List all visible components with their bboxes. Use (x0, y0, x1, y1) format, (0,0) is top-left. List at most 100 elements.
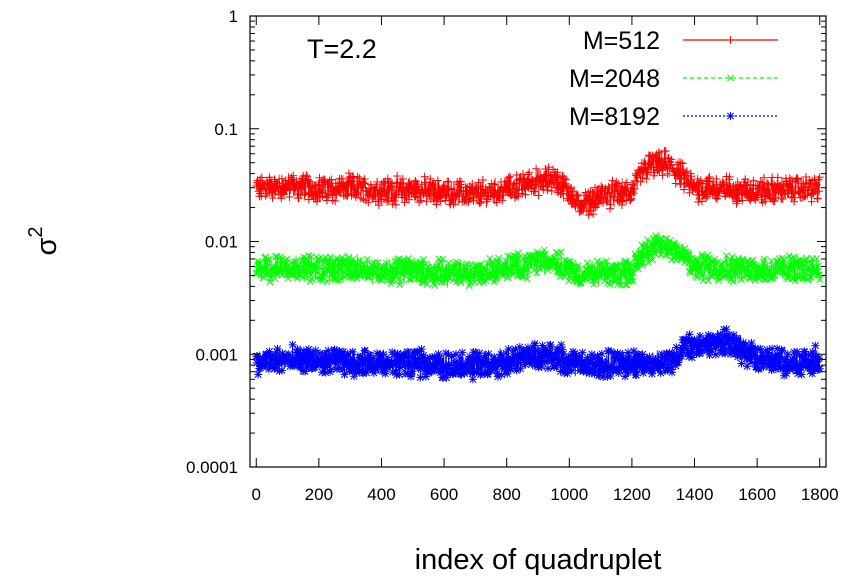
data-point (791, 254, 799, 262)
data-point (325, 176, 334, 185)
data-point (681, 171, 690, 180)
data-point (365, 273, 373, 281)
data-point (635, 249, 643, 257)
data-point (656, 154, 665, 163)
data-point (416, 196, 425, 205)
data-point (711, 255, 719, 263)
data-point (543, 186, 552, 195)
data-point (360, 175, 369, 184)
legend-label: M=8192 (569, 103, 660, 131)
data-point (642, 168, 651, 177)
data-point (544, 364, 553, 373)
data-point (594, 199, 603, 208)
data-point (700, 269, 708, 278)
legend-marker (726, 36, 735, 44)
data-point (391, 192, 400, 201)
data-point (489, 265, 497, 273)
data-point (752, 261, 761, 269)
data-point (725, 172, 734, 181)
data-point (586, 187, 595, 196)
data-point (626, 195, 635, 204)
data-point (674, 158, 683, 167)
data-point (556, 190, 565, 199)
data-point (745, 195, 754, 204)
data-point (534, 191, 543, 200)
data-point (649, 256, 657, 264)
data-point (364, 198, 373, 207)
series-M=512 (252, 146, 824, 220)
data-point (673, 168, 682, 177)
data-point (378, 187, 387, 196)
data-point (399, 256, 407, 265)
data-point (594, 192, 603, 201)
data-point (261, 191, 270, 200)
data-point (283, 255, 291, 263)
data-point (252, 182, 261, 191)
data-point (395, 255, 403, 263)
data-point (539, 263, 547, 271)
data-point (287, 271, 295, 280)
data-point (649, 163, 658, 172)
data-point (701, 183, 710, 192)
data-point (277, 366, 286, 375)
data-point (697, 269, 705, 277)
data-point (508, 184, 517, 193)
data-point (643, 170, 652, 179)
data-point (719, 180, 728, 189)
data-point (715, 187, 724, 196)
data-point (791, 277, 799, 285)
data-point (589, 210, 598, 219)
data-point (442, 191, 451, 200)
data-point (743, 362, 752, 371)
data-point (640, 164, 649, 173)
data-point (574, 262, 582, 270)
data-point (397, 270, 406, 278)
data-point (276, 183, 285, 192)
data-point (644, 259, 652, 267)
data-point (651, 250, 659, 258)
data-point (557, 248, 565, 256)
data-point (624, 267, 632, 275)
data-point (658, 171, 667, 180)
data-point (299, 183, 308, 192)
data-point (579, 199, 588, 208)
data-point (696, 263, 704, 272)
data-point (606, 280, 614, 288)
data-point (636, 177, 645, 186)
data-point (382, 259, 391, 267)
data-point (530, 187, 539, 196)
data-point (498, 263, 506, 271)
data-point (348, 272, 356, 281)
data-point (609, 192, 618, 201)
data-point (760, 173, 769, 182)
data-point (390, 196, 399, 205)
data-point (677, 174, 686, 183)
data-point (642, 240, 650, 248)
data-point (408, 367, 417, 376)
data-point (733, 194, 742, 203)
data-point (689, 265, 697, 273)
data-point (409, 259, 417, 267)
data-point (752, 191, 761, 200)
data-point (337, 275, 345, 283)
data-point (644, 236, 652, 244)
data-point (490, 278, 498, 286)
data-point (469, 196, 478, 205)
data-point (573, 190, 582, 199)
data-point (585, 270, 593, 278)
data-point (712, 259, 720, 267)
data-point (416, 373, 425, 382)
data-point (676, 158, 685, 167)
data-point (463, 260, 471, 268)
data-point (400, 263, 408, 272)
data-point (694, 256, 702, 264)
data-point (639, 159, 648, 168)
data-point (447, 352, 456, 361)
data-point (331, 196, 340, 205)
y-axis-label-base: σ (31, 238, 63, 256)
data-point (421, 273, 429, 281)
data-point (742, 271, 751, 279)
data-point (482, 197, 491, 206)
data-point (704, 177, 713, 186)
legend: M=512 M=2048 M=8192 (569, 27, 778, 131)
